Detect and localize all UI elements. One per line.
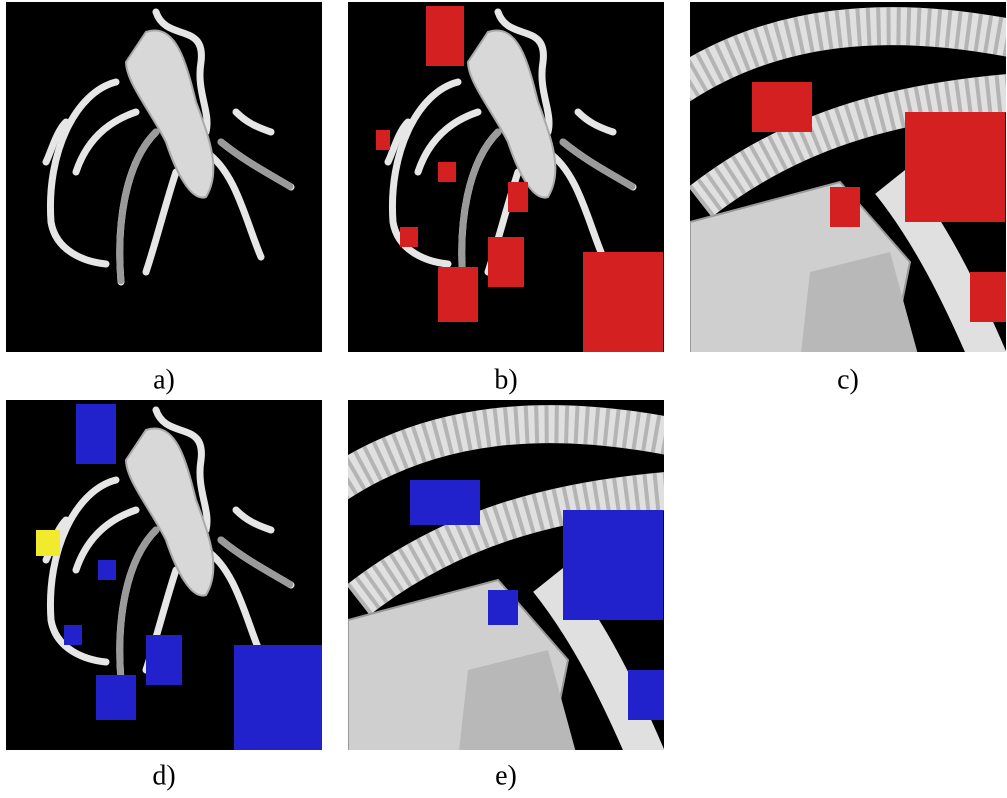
panel-a bbox=[6, 2, 322, 352]
panel-label: d) bbox=[152, 760, 175, 791]
panel-label: a) bbox=[153, 364, 175, 395]
panel-label: c) bbox=[837, 364, 859, 395]
panel-e bbox=[328, 400, 688, 760]
page: a) b) c) d) e) (() => { const data = JSO… bbox=[0, 0, 1007, 798]
panel-c bbox=[670, 2, 1007, 362]
panel-d bbox=[6, 400, 322, 750]
panel-label: b) bbox=[494, 364, 517, 395]
panel-label: e) bbox=[495, 760, 517, 791]
figure: a) b) c) d) e) bbox=[0, 0, 1007, 798]
panel-b bbox=[348, 2, 664, 352]
